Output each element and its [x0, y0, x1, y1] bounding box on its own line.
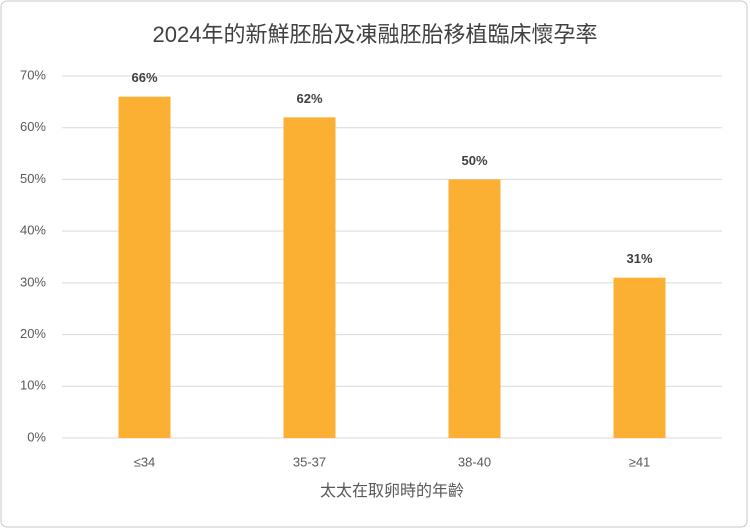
bar	[613, 277, 666, 438]
bar	[448, 179, 501, 438]
data-label: 66%	[131, 70, 157, 85]
bar	[283, 117, 336, 438]
y-tick-label: 70%	[20, 67, 46, 82]
y-tick-label: 10%	[20, 378, 46, 393]
y-tick-label: 60%	[20, 119, 46, 134]
data-label: 50%	[461, 153, 487, 168]
y-tick-label: 20%	[20, 326, 46, 341]
y-tick-label: 30%	[20, 274, 46, 289]
x-axis-title: 太太在取卵時的年齡	[320, 482, 464, 500]
x-tick-label: ≤34	[134, 454, 156, 469]
chart-title: 2024年的新鮮胚胎及凍融胚胎移植臨床懷孕率	[153, 22, 598, 47]
y-tick-label: 40%	[20, 223, 46, 238]
data-label: 62%	[296, 91, 322, 106]
x-tick-label: ≥41	[629, 454, 651, 469]
y-tick-label: 50%	[20, 171, 46, 186]
x-tick-label: 38-40	[458, 454, 491, 469]
y-tick-label: 0%	[27, 429, 46, 444]
bar	[118, 96, 171, 438]
x-tick-label: 35-37	[293, 454, 326, 469]
data-label: 31%	[626, 251, 652, 266]
